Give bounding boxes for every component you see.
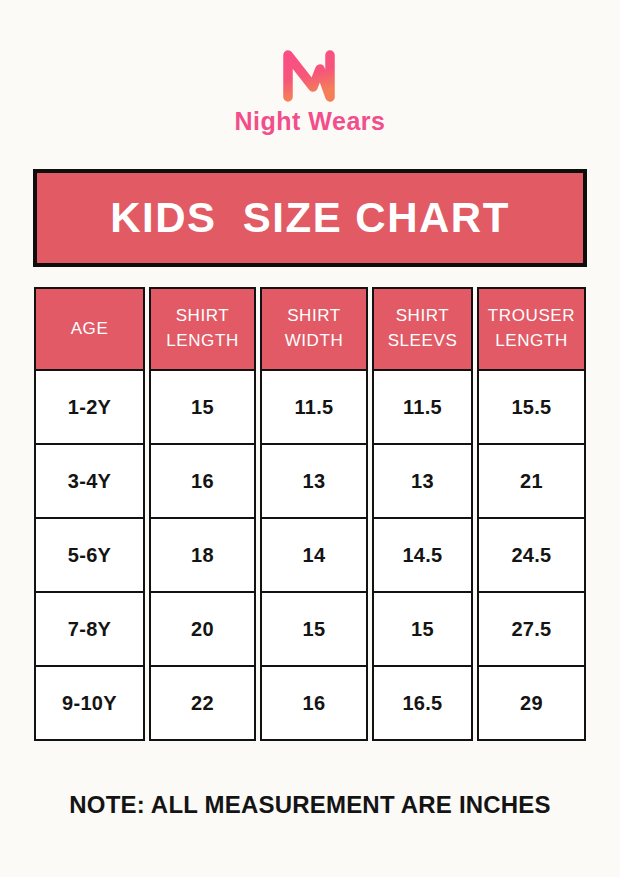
- table-cell-trouser-length-row4: 27.5: [477, 591, 586, 667]
- table-cell-shirt-width-row1: 11.5: [260, 369, 368, 445]
- table-cell-age-row3: 5-6Y: [34, 517, 145, 593]
- table-cell-shirt-length-row1: 15: [149, 369, 256, 445]
- table-cell-shirt-width-row2: 13: [260, 443, 368, 519]
- table-cell-trouser-length-row5: 29: [477, 665, 586, 741]
- brand-header: Night Wears: [0, 0, 620, 136]
- table-column-shirt-length: SHIRT LENGTH 15 16 18 20 22: [149, 287, 256, 741]
- table-cell-trouser-length-row2: 21: [477, 443, 586, 519]
- table-cell-age-row1: 1-2Y: [34, 369, 145, 445]
- table-cell-shirt-length-row4: 20: [149, 591, 256, 667]
- table-cell-shirt-width-row4: 15: [260, 591, 368, 667]
- kids-size-chart-page: Night Wears KIDS SIZE CHART AGE 1-2Y 3-4…: [0, 0, 620, 877]
- table-cell-shirt-sleevs-row4: 15: [372, 591, 473, 667]
- nw-monogram-icon: [278, 46, 342, 104]
- table-cell-trouser-length-row1: 15.5: [477, 369, 586, 445]
- table-cell-shirt-width-row5: 16: [260, 665, 368, 741]
- column-header-trouser-length: TROUSER LENGTH: [477, 287, 586, 371]
- brand-name: Night Wears: [235, 107, 386, 136]
- table-cell-age-row2: 3-4Y: [34, 443, 145, 519]
- column-header-shirt-sleevs: SHIRT SLEEVS: [372, 287, 473, 371]
- column-header-age: AGE: [34, 287, 145, 371]
- table-column-age: AGE 1-2Y 3-4Y 5-6Y 7-8Y 9-10Y: [34, 287, 145, 741]
- size-table: AGE 1-2Y 3-4Y 5-6Y 7-8Y 9-10Y SHIRT LENG…: [33, 287, 587, 741]
- table-cell-shirt-width-row3: 14: [260, 517, 368, 593]
- table-cell-shirt-sleevs-row1: 11.5: [372, 369, 473, 445]
- table-cell-shirt-sleevs-row3: 14.5: [372, 517, 473, 593]
- table-cell-shirt-length-row2: 16: [149, 443, 256, 519]
- measurement-note: NOTE: ALL MEASUREMENT ARE INCHES: [0, 791, 620, 819]
- column-header-shirt-length: SHIRT LENGTH: [149, 287, 256, 371]
- table-cell-age-row5: 9-10Y: [34, 665, 145, 741]
- table-cell-trouser-length-row3: 24.5: [477, 517, 586, 593]
- table-cell-shirt-sleevs-row2: 13: [372, 443, 473, 519]
- table-column-trouser-length: TROUSER LENGTH 15.5 21 24.5 27.5 29: [477, 287, 586, 741]
- table-column-shirt-width: SHIRT WIDTH 11.5 13 14 15 16: [260, 287, 368, 741]
- title-banner: KIDS SIZE CHART: [33, 169, 587, 267]
- table-cell-shirt-sleevs-row5: 16.5: [372, 665, 473, 741]
- page-title: KIDS SIZE CHART: [110, 194, 510, 242]
- column-header-shirt-width: SHIRT WIDTH: [260, 287, 368, 371]
- table-cell-shirt-length-row3: 18: [149, 517, 256, 593]
- table-column-shirt-sleevs: SHIRT SLEEVS 11.5 13 14.5 15 16.5: [372, 287, 473, 741]
- table-cell-shirt-length-row5: 22: [149, 665, 256, 741]
- table-cell-age-row4: 7-8Y: [34, 591, 145, 667]
